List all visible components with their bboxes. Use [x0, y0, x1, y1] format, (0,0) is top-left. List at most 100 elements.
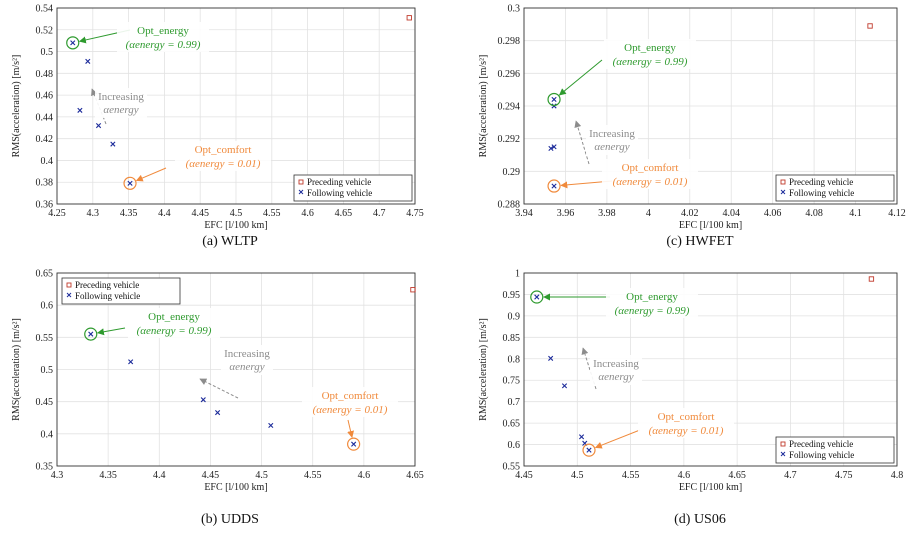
increasing-sub-label: αenergy: [594, 141, 629, 153]
following-vehicle-point: [548, 356, 552, 360]
x-tick-label: 4.4: [158, 208, 171, 219]
y-tick-label: 0.298: [498, 36, 521, 47]
legend-preceding-label: Preceding vehicle: [789, 177, 853, 187]
y-tick-label: 1: [515, 269, 520, 280]
opt-energy-label: Opt_energy: [626, 291, 678, 303]
opt-energy-formula: (αenergy = 0.99): [126, 39, 201, 51]
x-tick-label: 4.65: [406, 470, 424, 481]
x-axis-label: EFC [l/100 km]: [679, 482, 742, 493]
opt-energy-label: Opt_energy: [137, 25, 189, 37]
opt-comfort-formula: (αenergy = 0.01): [613, 176, 688, 188]
y-tick-label: 0.38: [36, 178, 54, 189]
following-vehicle-point: [269, 423, 273, 427]
panel-caption: (d) US06: [674, 512, 726, 527]
panel-caption: (c) HWFET: [666, 234, 734, 249]
x-tick-label: 4.5: [230, 208, 243, 219]
preceding-vehicle-point: [868, 24, 872, 28]
x-axis-label: EFC [l/100 km]: [204, 220, 267, 231]
following-vehicle-point: [71, 41, 75, 45]
y-tick-label: 0.65: [36, 269, 54, 280]
y-tick-label: 0.29: [503, 167, 521, 178]
opt-comfort-arrow: [136, 168, 166, 181]
opt-comfort-arrow: [348, 420, 352, 437]
opt-energy-formula: (αenergy = 0.99): [613, 56, 688, 68]
y-tick-label: 0.44: [36, 112, 54, 123]
x-tick-label: 3.98: [598, 208, 616, 219]
legend-following-label: Following vehicle: [75, 291, 140, 301]
y-tick-label: 0.55: [503, 462, 521, 473]
following-vehicle-point: [579, 435, 583, 439]
y-tick-label: 0.292: [498, 134, 521, 145]
x-tick-label: 4.6: [678, 470, 691, 481]
x-tick-label: 4.75: [406, 208, 424, 219]
y-tick-label: 0.36: [36, 200, 54, 211]
opt-comfort-formula: (αenergy = 0.01): [313, 404, 388, 416]
x-tick-label: 4.45: [191, 208, 209, 219]
y-axis-label: RMS(acceleration) [m/s²]: [11, 55, 22, 158]
x-tick-label: 4.55: [304, 470, 322, 481]
opt-comfort-formula: (αenergy = 0.01): [186, 158, 261, 170]
following-vehicle-point: [587, 448, 591, 452]
x-tick-label: 4.08: [805, 208, 823, 219]
x-axis-label: EFC [l/100 km]: [679, 220, 742, 231]
increasing-sub-label: αenergy: [229, 361, 264, 373]
opt-comfort-label: Opt_comfort: [322, 390, 379, 402]
following-vehicle-point: [111, 142, 115, 146]
x-tick-label: 4.7: [784, 470, 797, 481]
following-vehicle-point: [86, 59, 90, 63]
following-vehicle-point: [96, 123, 100, 127]
x-tick-label: 4.04: [722, 208, 740, 219]
panel-caption: (b) UDDS: [201, 512, 259, 527]
y-axis-label: RMS(acceleration) [m/s²]: [478, 318, 489, 421]
increasing-label: Increasing: [224, 348, 270, 360]
preceding-vehicle-point: [407, 16, 411, 20]
y-tick-label: 0.6: [41, 301, 54, 312]
following-vehicle-point: [552, 184, 556, 188]
x-tick-label: 4.45: [202, 470, 220, 481]
y-tick-label: 0.4: [41, 156, 54, 167]
x-tick-label: 4: [646, 208, 651, 219]
x-tick-label: 4.35: [99, 470, 117, 481]
following-vehicle-point: [78, 108, 82, 112]
x-tick-label: 4.4: [153, 470, 166, 481]
x-tick-label: 4.55: [263, 208, 281, 219]
y-tick-label: 0.288: [498, 200, 521, 211]
legend-following-label: Following vehicle: [307, 188, 372, 198]
y-tick-label: 0.48: [36, 69, 54, 80]
y-tick-label: 0.294: [498, 102, 521, 113]
legend-following-label: Following vehicle: [789, 188, 854, 198]
legend-preceding-label: Preceding vehicle: [75, 280, 139, 290]
opt-comfort-label: Opt_comfort: [658, 411, 715, 423]
increasing-arrow: [200, 379, 238, 398]
following-vehicle-point: [128, 360, 132, 364]
y-tick-label: 0.42: [36, 134, 54, 145]
y-axis-label: RMS(acceleration) [m/s²]: [478, 55, 489, 158]
opt-energy-formula: (αenergy = 0.99): [615, 305, 690, 317]
increasing-label: Increasing: [593, 358, 639, 370]
x-tick-label: 4.12: [888, 208, 906, 219]
opt-comfort-formula: (αenergy = 0.01): [649, 425, 724, 437]
x-tick-label: 4.02: [681, 208, 699, 219]
following-vehicle-point: [535, 295, 539, 299]
legend-preceding-label: Preceding vehicle: [789, 439, 853, 449]
x-tick-label: 4.8: [891, 470, 904, 481]
opt-comfort-label: Opt_comfort: [195, 144, 252, 156]
y-tick-label: 0.35: [36, 462, 54, 473]
y-tick-label: 0.9: [508, 311, 521, 322]
increasing-sub-label: αenergy: [103, 104, 138, 116]
panel-caption: (a) WLTP: [202, 234, 258, 249]
following-vehicle-point: [562, 384, 566, 388]
x-tick-label: 4.6: [358, 470, 371, 481]
y-tick-label: 0.45: [36, 397, 54, 408]
x-tick-label: 4.7: [373, 208, 386, 219]
opt-energy-formula: (αenergy = 0.99): [137, 325, 212, 337]
x-tick-label: 4.65: [335, 208, 353, 219]
x-tick-label: 4.06: [764, 208, 782, 219]
preceding-vehicle-point: [411, 288, 415, 292]
